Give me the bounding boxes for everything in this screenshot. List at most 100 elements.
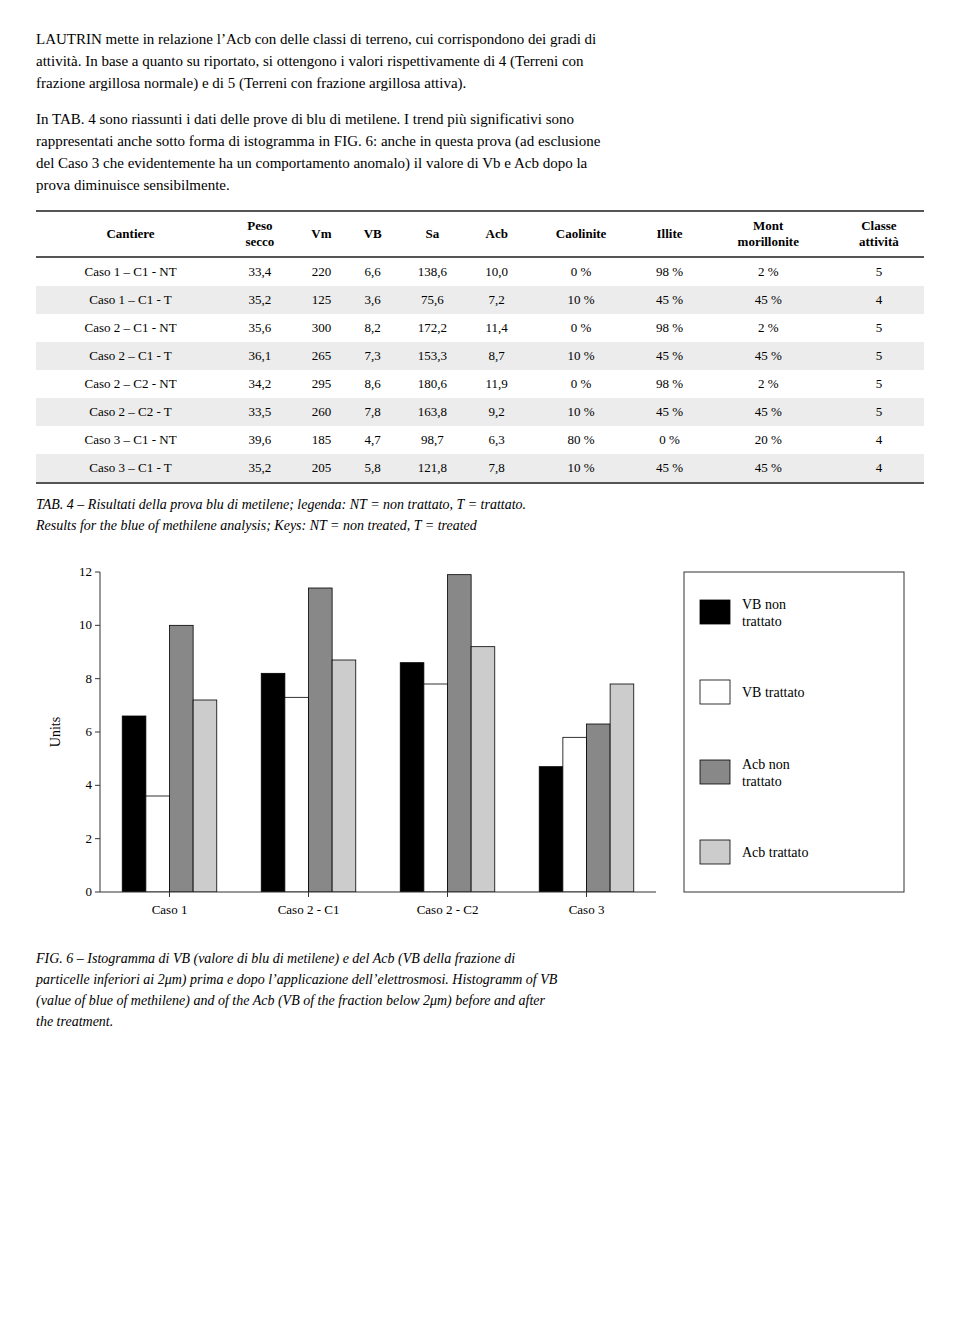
table-header-cell: Vm <box>295 211 348 257</box>
table-header-cell: Mont morillonite <box>703 211 834 257</box>
table-header-cell: Caolinite <box>526 211 637 257</box>
y-tick-label: 12 <box>79 564 92 579</box>
table-cell: 7,8 <box>468 454 526 483</box>
caption-line: the treatment. <box>36 1011 924 1032</box>
table-cell: 45 % <box>703 398 834 426</box>
table-cell: 6,3 <box>468 426 526 454</box>
table-row: Caso 2 – C2 - NT34,22958,6180,611,90 %98… <box>36 370 924 398</box>
table-cell: 6,6 <box>348 257 397 286</box>
bar <box>309 588 333 892</box>
table-cell: Caso 2 – C1 - T <box>36 342 225 370</box>
bar <box>332 660 356 892</box>
legend-label-line: trattato <box>742 774 782 789</box>
y-tick <box>95 732 100 733</box>
table-header-cell: Illite <box>636 211 702 257</box>
y-tick-label: 10 <box>79 617 92 632</box>
table-cell: 121,8 <box>397 454 467 483</box>
table-cell: 10 % <box>526 342 637 370</box>
table: CantierePeso seccoVmVBSaAcbCaoliniteIlli… <box>36 210 924 484</box>
table-cell: 0 % <box>636 426 702 454</box>
table-cell: 11,9 <box>468 370 526 398</box>
table-cell: 35,6 <box>225 314 295 342</box>
table-cell: 2 % <box>703 257 834 286</box>
table-cell: 10,0 <box>468 257 526 286</box>
table-cell: 45 % <box>636 286 702 314</box>
table-cell: 172,2 <box>397 314 467 342</box>
table-cell: 45 % <box>703 342 834 370</box>
caption-line: (value of blue of methilene) and of the … <box>36 990 924 1011</box>
paragraph-line: attività. In base a quanto su riportato,… <box>36 50 924 72</box>
paragraph-line: del Caso 3 che evidentemente ha un compo… <box>36 152 924 174</box>
table-cell: Caso 1 – C1 - NT <box>36 257 225 286</box>
table-cell: 98 % <box>636 314 702 342</box>
figure-caption: FIG. 6 – Istogramma di VB (valore di blu… <box>36 948 924 1032</box>
paragraph: In TAB. 4 sono riassunti i dati delle pr… <box>36 108 924 196</box>
table-cell: 4,7 <box>348 426 397 454</box>
bar <box>400 663 424 892</box>
bar <box>285 697 309 892</box>
table-cell: 4 <box>834 454 924 483</box>
table-header-cell: Sa <box>397 211 467 257</box>
legend: VB nontrattatoVB trattatoAcb nontrattato… <box>684 572 904 892</box>
table-cell: 33,4 <box>225 257 295 286</box>
table-cell: 5 <box>834 342 924 370</box>
table-header-cell: Classe attività <box>834 211 924 257</box>
table-cell: Caso 2 – C2 - NT <box>36 370 225 398</box>
table-cell: 163,8 <box>397 398 467 426</box>
table-cell: 300 <box>295 314 348 342</box>
table-cell: 7,2 <box>468 286 526 314</box>
y-tick-label: 4 <box>86 777 93 792</box>
table-cell: 5 <box>834 314 924 342</box>
table-cell: 9,2 <box>468 398 526 426</box>
bar <box>539 767 563 892</box>
table-cell: 4 <box>834 286 924 314</box>
table-cell: 34,2 <box>225 370 295 398</box>
y-tick-label: 8 <box>86 671 93 686</box>
table-cell: 5 <box>834 370 924 398</box>
table-cell: 5 <box>834 257 924 286</box>
legend-label-line: trattato <box>742 614 782 629</box>
y-tick <box>95 678 100 679</box>
table-cell: 4 <box>834 426 924 454</box>
paragraph: LAUTRIN mette in relazione l’Acb con del… <box>36 28 924 94</box>
table-header-cell: Peso secco <box>225 211 295 257</box>
caption-line: particelle inferiori ai 2μm) prima e dop… <box>36 969 924 990</box>
table-cell: 185 <box>295 426 348 454</box>
table-row: Caso 1 – C1 - T35,21253,675,67,210 %45 %… <box>36 286 924 314</box>
x-axis <box>100 892 656 893</box>
table-cell: 98,7 <box>397 426 467 454</box>
table-cell: 36,1 <box>225 342 295 370</box>
table-cell: 10 % <box>526 454 637 483</box>
legend-box <box>684 572 904 892</box>
paragraph-line: rappresentati anche sotto forma di istog… <box>36 130 924 152</box>
table-cell: 20 % <box>703 426 834 454</box>
table-cell: 98 % <box>636 257 702 286</box>
table-cell: 45 % <box>703 286 834 314</box>
table-cell: 0 % <box>526 257 637 286</box>
table-head: CantierePeso seccoVmVBSaAcbCaoliniteIlli… <box>36 211 924 257</box>
table-row: Caso 3 – C1 - NT39,61854,798,76,380 %0 %… <box>36 426 924 454</box>
table-cell: Caso 2 – C2 - T <box>36 398 225 426</box>
x-tick <box>447 892 448 897</box>
table-row: Caso 2 – C1 - T36,12657,3153,38,710 %45 … <box>36 342 924 370</box>
table-cell: 8,7 <box>468 342 526 370</box>
y-tick <box>95 838 100 839</box>
x-tick-label: Caso 3 <box>569 902 605 917</box>
y-axis-label: Units <box>48 717 63 747</box>
table-header-cell: VB <box>348 211 397 257</box>
x-tick-label: Caso 2 - C1 <box>278 902 340 917</box>
table-cell: 8,6 <box>348 370 397 398</box>
table-row: Caso 2 – C1 - NT35,63008,2172,211,40 %98… <box>36 314 924 342</box>
table-cell: 0 % <box>526 370 637 398</box>
legend-label-line: Acb non <box>742 757 790 772</box>
legend-label: Acb trattato <box>742 845 808 860</box>
caption-line: Results for the blue of methilene analys… <box>36 515 924 536</box>
table-row: Caso 1 – C1 - NT33,42206,6138,610,00 %98… <box>36 257 924 286</box>
table-cell: 10 % <box>526 398 637 426</box>
bar <box>448 575 472 892</box>
table-cell: 45 % <box>636 454 702 483</box>
caption-line: TAB. 4 – Risultati della prova blu di me… <box>36 494 924 515</box>
legend-swatch <box>700 680 730 704</box>
y-tick-label: 0 <box>86 884 93 899</box>
page: LAUTRIN mette in relazione l’Acb con del… <box>0 0 960 1032</box>
